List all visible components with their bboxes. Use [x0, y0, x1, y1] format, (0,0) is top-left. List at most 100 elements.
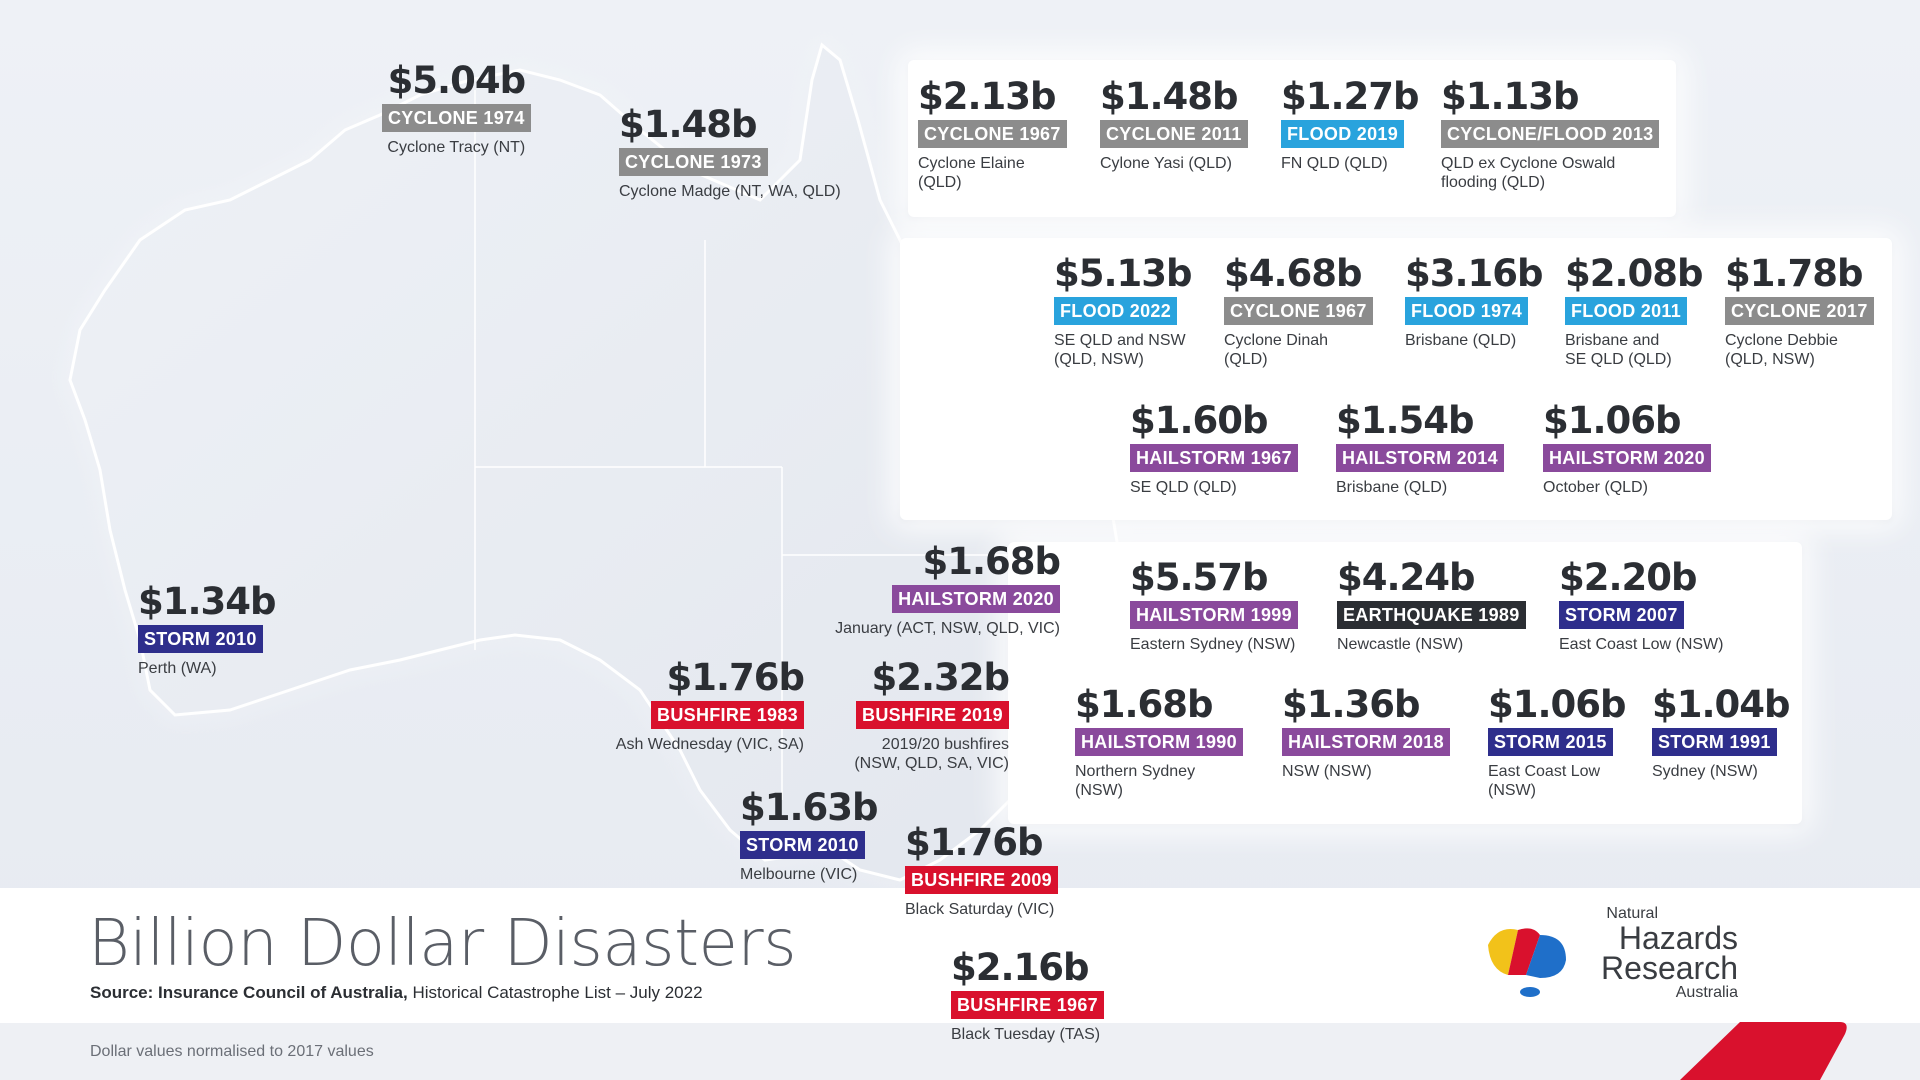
logo-line-australia: Australia — [1675, 984, 1738, 1001]
event-badge-row: STORM 2010 — [138, 623, 276, 653]
event-type-badge: EARTHQUAKE 1989 — [1337, 601, 1526, 629]
footnote: Dollar values normalised to 2017 values — [90, 1043, 374, 1060]
event-marker: $4.68b CYCLONE 1967 Cyclone Dinah (QLD) — [1224, 253, 1373, 369]
event-type-badge: CYCLONE 1974 — [382, 104, 531, 132]
event-type-badge: BUSHFIRE 1967 — [951, 991, 1104, 1019]
event-marker: $1.76b BUSHFIRE 2009 Black Saturday (VIC) — [905, 822, 1058, 919]
event-location: Melbourne (VIC) — [740, 866, 858, 883]
event-location: Sydney (NSW) — [1652, 763, 1758, 780]
event-badge-row: BUSHFIRE 2009 — [905, 864, 1058, 894]
event-type-badge: HAILSTORM 2020 — [892, 585, 1060, 613]
qld-se-panel — [900, 238, 1892, 520]
footnote-band — [0, 1023, 1920, 1080]
event-type-badge: BUSHFIRE 1983 — [651, 701, 804, 729]
event-badge-row: CYCLONE 1967 — [918, 118, 1067, 148]
event-type-badge: STORM 2010 — [138, 625, 263, 653]
event-type-badge: BUSHFIRE 2019 — [856, 701, 1009, 729]
event-marker: $1.76b BUSHFIRE 1983 Ash Wednesday (VIC, S… — [590, 657, 805, 754]
event-badge-row: HAILSTORM 1990 — [1075, 726, 1243, 756]
event-marker: $1.60b HAILSTORM 1967 SE QLD (QLD) — [1130, 400, 1298, 497]
event-amount: $1.48b — [619, 103, 758, 146]
event-badge-row: HAILSTORM 2020 — [830, 583, 1060, 613]
event-marker: $5.13b FLOOD 2022 SE QLD and NSW (QLD, NSW… — [1054, 253, 1193, 369]
event-badge-row: STORM 1991 — [1652, 726, 1790, 756]
event-amount: $1.48b — [1100, 75, 1239, 118]
event-amount: $1.60b — [1130, 399, 1269, 442]
event-amount: $1.34b — [138, 580, 277, 623]
event-marker: $1.27b FLOOD 2019 FN QLD (QLD) — [1281, 75, 1420, 173]
event-badge-row: STORM 2007 — [1559, 599, 1723, 629]
event-badge-row: STORM 2010 — [740, 829, 878, 859]
event-badge-row: CYCLONE 2017 — [1725, 295, 1874, 325]
event-amount: $1.63b — [740, 786, 879, 829]
event-location: Cylone Yasi (QLD) — [1100, 155, 1232, 172]
event-badge-row: CYCLONE/FLOOD 2013 — [1441, 118, 1660, 148]
event-amount: $1.13b — [1441, 75, 1580, 118]
event-marker: $1.63b STORM 2010 Melbourne (VIC) — [740, 786, 879, 884]
event-type-badge: HAILSTORM 2020 — [1543, 444, 1711, 472]
event-type-badge: CYCLONE 2017 — [1725, 297, 1874, 325]
event-location: October (QLD) — [1543, 479, 1648, 496]
event-amount: $1.36b — [1282, 683, 1421, 726]
event-badge-row: HAILSTORM 1999 — [1130, 599, 1298, 629]
nsw-panel — [1008, 542, 1802, 824]
logo-line-hazards: Hazards — [1618, 920, 1738, 956]
event-amount: $1.06b — [1543, 399, 1682, 442]
event-location: Perth (WA) — [138, 660, 217, 677]
event-type-badge: STORM 2015 — [1488, 728, 1613, 756]
event-marker: $1.04b STORM 1991 Sydney (NSW) — [1652, 683, 1791, 781]
event-marker: $1.06b HAILSTORM 2020 October (QLD) — [1543, 400, 1711, 497]
event-type-badge: HAILSTORM 1999 — [1130, 601, 1298, 629]
event-badge-row: CYCLONE 1973 — [619, 146, 841, 176]
event-type-badge: BUSHFIRE 2009 — [905, 866, 1058, 894]
event-badge-row: EARTHQUAKE 1989 — [1337, 599, 1526, 629]
event-marker: $1.13b CYCLONE/FLOOD 2013 QLD ex Cyclone O… — [1441, 75, 1660, 192]
nhra-logo: Natural Hazards Research Australia — [1478, 905, 1738, 1015]
event-type-badge: HAILSTORM 2018 — [1282, 728, 1450, 756]
event-amount: $4.68b — [1224, 252, 1363, 295]
event-location: Cyclone Tracy (NT) — [387, 139, 526, 156]
event-type-badge: CYCLONE 1973 — [619, 148, 768, 176]
event-type-badge: CYCLONE 1967 — [918, 120, 1067, 148]
event-amount: $1.68b — [1075, 683, 1214, 726]
event-marker: $5.04b CYCLONE 1974 Cyclone Tracy (NT) — [382, 60, 531, 157]
event-location: Ash Wednesday (VIC, SA) — [615, 736, 804, 753]
event-badge-row: FLOOD 1974 — [1405, 295, 1543, 325]
event-marker: $1.78b CYCLONE 2017 Cyclone Debbie (QLD, N… — [1725, 253, 1874, 369]
event-marker: $2.13b CYCLONE 1967 Cyclone Elaine (QLD) — [918, 76, 1067, 192]
event-badge-row: FLOOD 2022 — [1054, 295, 1192, 325]
event-amount: $1.04b — [1652, 683, 1791, 726]
event-location: Brisbane (QLD) — [1405, 332, 1517, 349]
event-badge-row: HAILSTORM 2014 — [1336, 442, 1504, 472]
event-location: Brisbane and SE QLD (QLD) — [1565, 332, 1672, 368]
event-marker: $1.36b HAILSTORM 2018 NSW (NSW) — [1282, 684, 1450, 781]
event-marker: $2.08b FLOOD 2011 Brisbane and SE QLD (QLD… — [1565, 253, 1704, 369]
event-marker: $1.06b STORM 2015 East Coast Low (NSW) — [1488, 684, 1627, 800]
event-type-badge: CYCLONE/FLOOD 2013 — [1441, 120, 1660, 148]
source-bold: Source: Insurance Council of Australia, — [90, 983, 408, 1002]
event-type-badge: STORM 2010 — [740, 831, 865, 859]
event-marker: $1.68b HAILSTORM 2020 January (ACT, NSW, Q… — [830, 540, 1061, 638]
event-amount: $5.04b — [387, 59, 527, 102]
event-badge-row: CYCLONE 1974 — [382, 102, 531, 132]
event-location: Black Tuesday (TAS) — [951, 1026, 1101, 1043]
event-marker: $3.16b FLOOD 1974 Brisbane (QLD) — [1405, 253, 1544, 350]
event-type-badge: CYCLONE 1967 — [1224, 297, 1373, 325]
event-badge-row: BUSHFIRE 1967 — [951, 989, 1104, 1019]
event-location: January (ACT, NSW, QLD, VIC) — [835, 620, 1060, 637]
event-amount: $1.68b — [922, 540, 1061, 583]
event-type-badge: CYCLONE 2011 — [1100, 120, 1248, 148]
event-badge-row: BUSHFIRE 1983 — [590, 699, 804, 729]
event-type-badge: STORM 1991 — [1652, 728, 1777, 756]
event-marker: $1.68b HAILSTORM 1990 Northern Sydney (NSW… — [1075, 684, 1243, 800]
event-badge-row: FLOOD 2011 — [1565, 295, 1703, 325]
event-amount: $1.27b — [1281, 75, 1420, 118]
event-amount: $1.78b — [1725, 252, 1864, 295]
event-marker: $4.24b EARTHQUAKE 1989 Newcastle (NSW) — [1337, 557, 1526, 654]
event-type-badge: FLOOD 2022 — [1054, 297, 1178, 325]
event-amount: $5.57b — [1130, 556, 1269, 599]
event-badge-row: HAILSTORM 2018 — [1282, 726, 1450, 756]
event-badge-row: HAILSTORM 2020 — [1543, 442, 1711, 472]
event-badge-row: CYCLONE 2011 — [1100, 118, 1248, 148]
event-amount: $2.13b — [918, 75, 1057, 118]
